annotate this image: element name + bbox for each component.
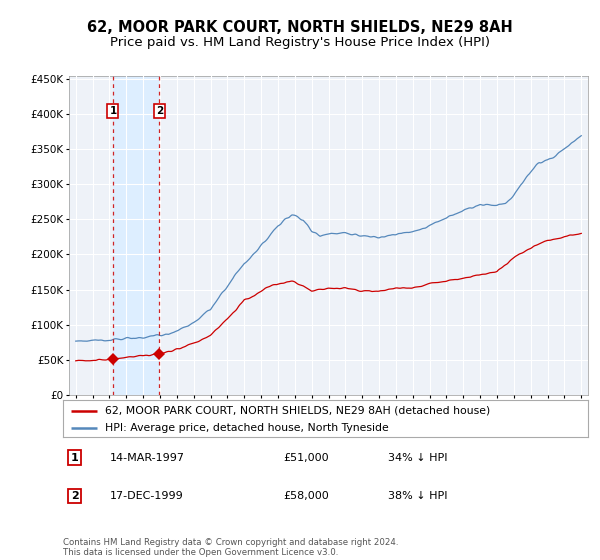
- Text: 2: 2: [71, 491, 79, 501]
- Text: 1: 1: [109, 106, 116, 116]
- Text: 62, MOOR PARK COURT, NORTH SHIELDS, NE29 8AH: 62, MOOR PARK COURT, NORTH SHIELDS, NE29…: [87, 20, 513, 35]
- Text: 1: 1: [71, 452, 79, 463]
- Text: 38% ↓ HPI: 38% ↓ HPI: [389, 491, 448, 501]
- Text: HPI: Average price, detached house, North Tyneside: HPI: Average price, detached house, Nort…: [105, 423, 389, 433]
- Text: 62, MOOR PARK COURT, NORTH SHIELDS, NE29 8AH (detached house): 62, MOOR PARK COURT, NORTH SHIELDS, NE29…: [105, 405, 490, 416]
- Text: 34% ↓ HPI: 34% ↓ HPI: [389, 452, 448, 463]
- Text: Price paid vs. HM Land Registry's House Price Index (HPI): Price paid vs. HM Land Registry's House …: [110, 36, 490, 49]
- Text: Contains HM Land Registry data © Crown copyright and database right 2024.
This d: Contains HM Land Registry data © Crown c…: [63, 538, 398, 557]
- Text: £58,000: £58,000: [284, 491, 329, 501]
- Text: 17-DEC-1999: 17-DEC-1999: [110, 491, 184, 501]
- Bar: [113, 76, 160, 395]
- Text: 2: 2: [155, 106, 163, 116]
- Text: £51,000: £51,000: [284, 452, 329, 463]
- Text: 14-MAR-1997: 14-MAR-1997: [110, 452, 185, 463]
